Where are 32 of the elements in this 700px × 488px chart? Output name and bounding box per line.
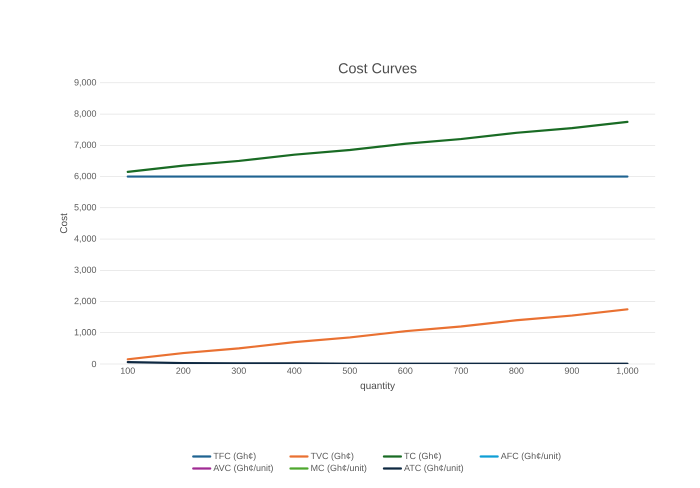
x-tick-label: 300 (232, 368, 246, 374)
x-tick-label: 200 (176, 368, 190, 374)
x-tick-label: 400 (287, 368, 302, 374)
x-tick-label: 600 (398, 368, 412, 374)
y-tick-label: 3,000 (74, 266, 96, 274)
y-tick-label: 8,000 (74, 110, 96, 118)
y-axis-title: Cost (60, 213, 68, 234)
line-series (126, 120, 629, 173)
y-tick-label: 6,000 (74, 172, 96, 180)
chart-title: Cost Curves (338, 63, 417, 74)
y-tick-label: 4,000 (74, 235, 96, 243)
x-tick-label: 100 (120, 368, 135, 374)
legend-label: AVC (Gh¢/unit) (213, 464, 273, 473)
x-tick-label: 800 (509, 368, 524, 374)
y-tick-label: 0 (92, 360, 96, 368)
x-axis-title: quantity (360, 382, 396, 392)
x-tick-label: 500 (342, 368, 357, 374)
y-tick-label: 7,000 (74, 142, 96, 150)
x-tick-label: 1,000 (616, 368, 638, 375)
legend-label: MC (Gh¢/unit) (311, 464, 366, 473)
y-tick-label: 5,000 (74, 204, 96, 212)
x-tick-label: 900 (564, 368, 580, 374)
y-tick-label: 1,000 (74, 329, 96, 336)
legend-label: TVC (Gh¢) (310, 452, 354, 461)
x-tick-label: 700 (454, 368, 468, 374)
legend-label: TFC (Gh¢) (214, 452, 256, 461)
y-tick-label: 2,000 (74, 298, 96, 306)
y-tick-label: 9,000 (74, 79, 96, 87)
line-series (126, 308, 629, 360)
legend-label: ATC (Gh¢/unit) (404, 464, 464, 473)
legend-label: TC (Gh¢) (404, 452, 441, 461)
legend-label: AFC (Gh¢/unit) (500, 452, 560, 461)
